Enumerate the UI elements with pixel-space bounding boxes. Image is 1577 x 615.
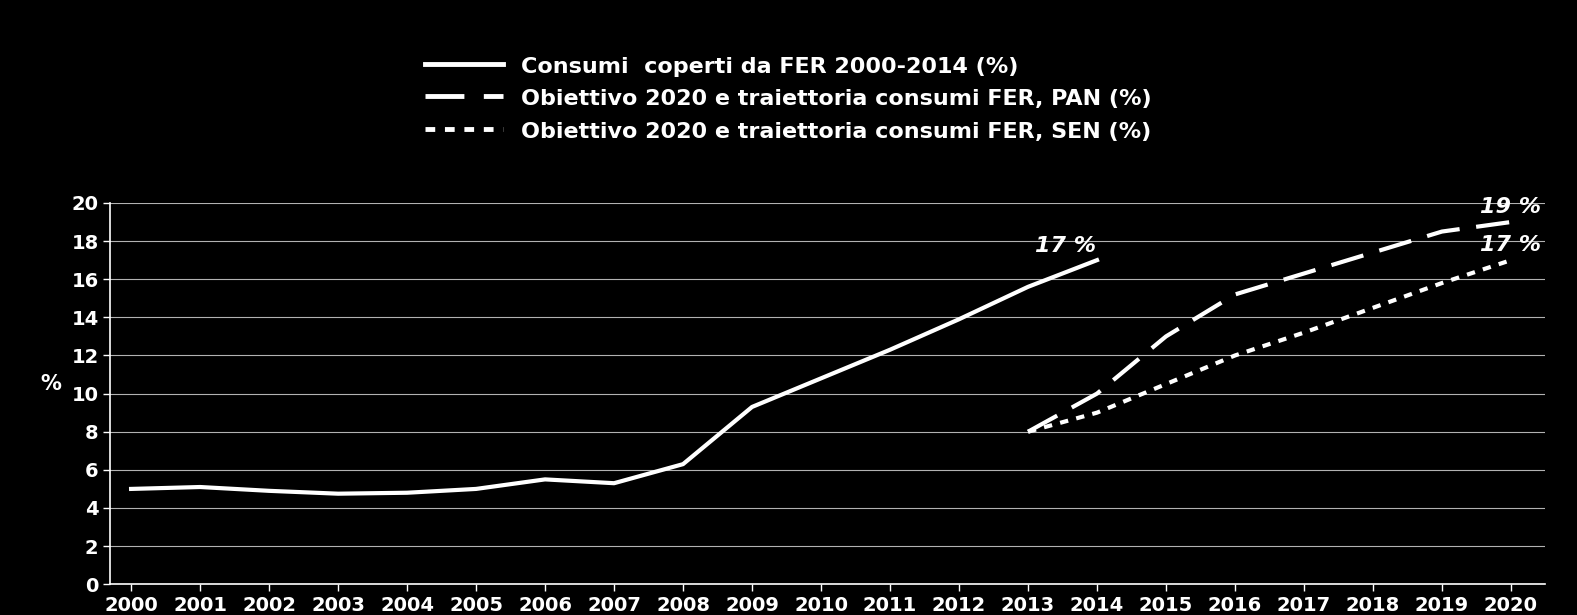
- Text: 19 %: 19 %: [1479, 197, 1541, 217]
- Text: 17 %: 17 %: [1035, 236, 1096, 256]
- Text: 17 %: 17 %: [1479, 236, 1541, 255]
- Legend: Consumi  coperti da FER 2000-2014 (%), Obiettivo 2020 e traiettoria consumi FER,: Consumi coperti da FER 2000-2014 (%), Ob…: [426, 55, 1151, 142]
- Y-axis label: %: %: [39, 373, 62, 394]
